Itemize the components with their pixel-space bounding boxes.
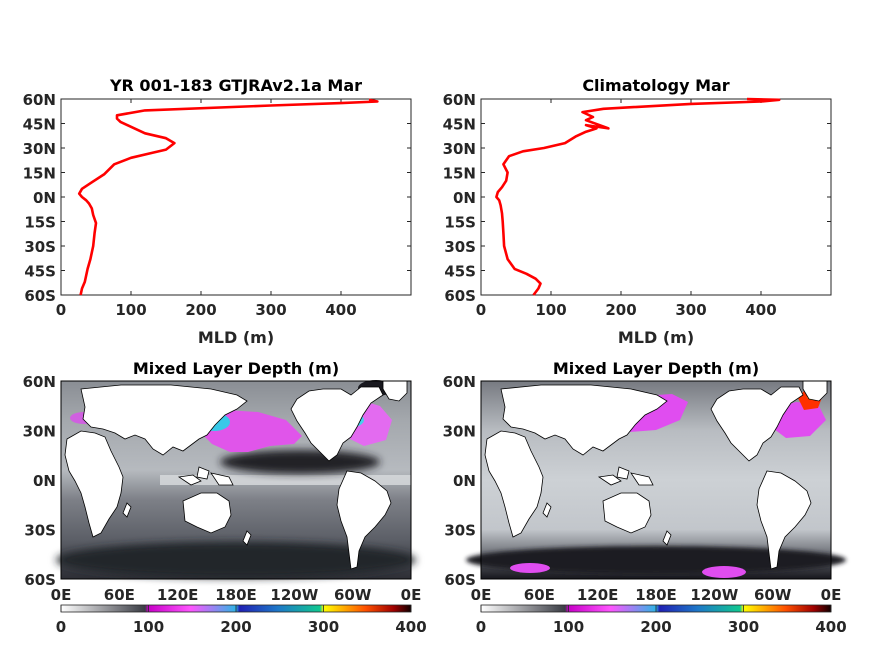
lon-tick-label: 60E [104, 586, 135, 604]
x-tick-label: 200 [605, 301, 636, 319]
lon-tick-label: 120E [577, 586, 619, 604]
y-tick-label: 60S [444, 287, 476, 305]
map-frame [480, 380, 832, 580]
lat-tick-label: 0N [33, 472, 56, 490]
y-tick-label: 60N [443, 91, 476, 109]
lon-tick-label: 120W [270, 586, 318, 604]
lat-tick-label: 60N [443, 373, 476, 391]
y-tick-label: 15S [444, 214, 476, 232]
x-axis-label: MLD (m) [198, 328, 274, 347]
mld-profile-line [77, 98, 379, 296]
y-tick-label: 0N [453, 189, 476, 207]
plot-area [480, 98, 832, 296]
lon-tick-label: 0E [51, 586, 72, 604]
lon-tick-label: 180E [635, 586, 677, 604]
deep-southern-band [466, 546, 846, 574]
lat-tick-label: 60S [24, 571, 56, 589]
lon-tick-label: 180E [215, 586, 257, 604]
deep-tropical-band [220, 450, 380, 474]
x-tick-label: 0 [56, 301, 66, 319]
colorbar-tick-label: 0 [476, 618, 486, 636]
colorbar-tick-label: 400 [815, 618, 846, 636]
x-tick-label: 100 [535, 301, 566, 319]
lon-tick-label: 0E [401, 586, 422, 604]
lat-tick-label: 60N [23, 373, 56, 391]
x-tick-label: 0 [476, 301, 486, 319]
mld-profile-panel-2: Climatology Mar 0 100 200 300 400 60N 45N 30N 15N… [443, 76, 832, 347]
map-title: Mixed Layer Depth (m) [133, 359, 339, 378]
y-tick-label: 30S [444, 238, 476, 256]
colorbar-tick-label: 0 [56, 618, 66, 636]
lon-tick-label: 0E [821, 586, 842, 604]
y-tick-label: 30N [23, 140, 56, 158]
y-tick-label: 60S [24, 287, 56, 305]
y-tick-label: 15S [24, 214, 56, 232]
y-tick-label: 15N [23, 165, 56, 183]
so-patch-1 [510, 563, 550, 573]
y-tick-label: 45S [24, 263, 56, 281]
x-tick-label: 200 [185, 301, 216, 319]
mld-profile-line [495, 97, 781, 296]
y-tick-label: 30N [443, 140, 476, 158]
lat-tick-label: 30N [23, 423, 56, 441]
lat-tick-label: 60S [444, 571, 476, 589]
mld-map-right [466, 380, 846, 580]
y-tick-label: 30S [24, 238, 56, 256]
x-tick-label: 300 [255, 301, 286, 319]
colorbar-tick-label: 400 [395, 618, 426, 636]
lat-tick-label: 30S [24, 522, 56, 540]
colorbar-tick-label: 300 [308, 618, 339, 636]
lon-tick-label: 120E [157, 586, 199, 604]
x-tick-label: 300 [675, 301, 706, 319]
y-tick-label: 15N [443, 165, 476, 183]
colorbar-tick-label: 300 [728, 618, 759, 636]
map-frame [60, 380, 412, 580]
colorbar-tick-label: 200 [220, 618, 251, 636]
y-tick-label: 45N [23, 116, 56, 134]
y-tick-label: 45N [443, 116, 476, 134]
x-axis-label: MLD (m) [618, 328, 694, 347]
y-tick-label: 45S [444, 263, 476, 281]
x-tick-label: 400 [745, 301, 776, 319]
map-title: Mixed Layer Depth (m) [553, 359, 759, 378]
equatorial-band [160, 475, 411, 485]
lat-tick-label: 0N [453, 472, 476, 490]
chart-title: Climatology Mar [582, 76, 729, 95]
lat-tick-label: 30S [444, 522, 476, 540]
lon-tick-label: 60E [524, 586, 555, 604]
plot-area [60, 98, 412, 296]
mld-map-left [56, 380, 416, 580]
lat-tick-label: 30N [443, 423, 476, 441]
colorbar-tick-label: 200 [640, 618, 671, 636]
y-tick-label: 60N [23, 91, 56, 109]
mld-profile-panel-1: YR 001-183 GTJRAv2.1a Mar 0 100 200 300 400 60… [23, 76, 412, 347]
chart-title: YR 001-183 GTJRAv2.1a Mar [109, 76, 362, 95]
y-tick-label: 0N [33, 189, 56, 207]
so-patch-2 [702, 566, 746, 578]
bottom-panels [56, 380, 846, 580]
lon-tick-label: 120W [690, 586, 738, 604]
lon-tick-label: 60W [754, 586, 792, 604]
colorbar-tick-label: 100 [553, 618, 584, 636]
x-tick-label: 100 [115, 301, 146, 319]
lon-tick-label: 0E [471, 586, 492, 604]
deep-southern-band [56, 542, 416, 578]
lon-tick-label: 60W [334, 586, 372, 604]
x-tick-label: 400 [325, 301, 356, 319]
colorbar-tick-label: 100 [133, 618, 164, 636]
